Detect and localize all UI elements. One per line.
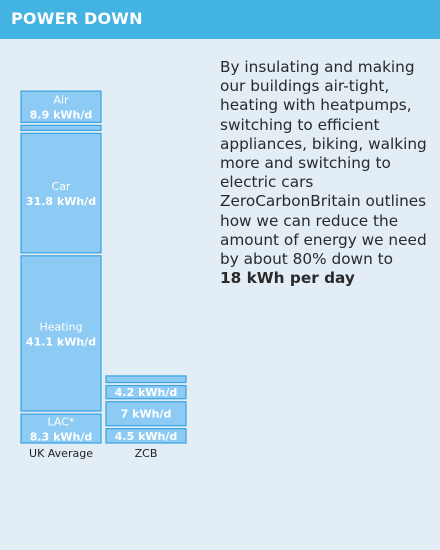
bar-segment (105, 428, 187, 444)
segment-label: LAC* (48, 416, 75, 429)
header-bar: POWER DOWN (0, 0, 440, 39)
bar-segment (105, 384, 187, 400)
bar-segment (20, 132, 102, 254)
description-highlight: 18 kWh per day (220, 269, 355, 288)
segment-value-label: 41.1 kWh/d (26, 335, 96, 348)
description: By insulating and making our buildings a… (220, 58, 432, 288)
segment-label: Heating (39, 320, 82, 333)
bar-segment (20, 124, 102, 131)
bar-segment (105, 401, 187, 427)
stacked-bar-chart: LAC* 8.3 kWh/d Heating 41.1 kWh/d Car 31.8 kW… (20, 90, 187, 460)
page-title: POWER DOWN (11, 9, 143, 28)
segment-value-label: 4.5 kWh/d (115, 430, 178, 443)
bar-segment (20, 413, 102, 444)
segment-label: Air (53, 94, 69, 107)
category-label: UK Average (29, 447, 93, 460)
bar-segment (105, 375, 187, 384)
segment-value-label: 31.8 kWh/d (26, 195, 96, 208)
segment-value-label: 8.3 kWh/d (30, 431, 93, 444)
category-label: ZCB (135, 447, 158, 460)
segment-value-label: 8.9 kWh/d (30, 109, 93, 122)
segment-label: Car (52, 180, 71, 193)
description-text: By insulating and making our buildings a… (220, 58, 427, 269)
bar-segment (20, 90, 102, 123)
bar-segment (20, 255, 102, 412)
segment-value-label: 4.2 kWh/d (115, 386, 178, 399)
segment-value-label: 7 kWh/d (121, 408, 172, 421)
